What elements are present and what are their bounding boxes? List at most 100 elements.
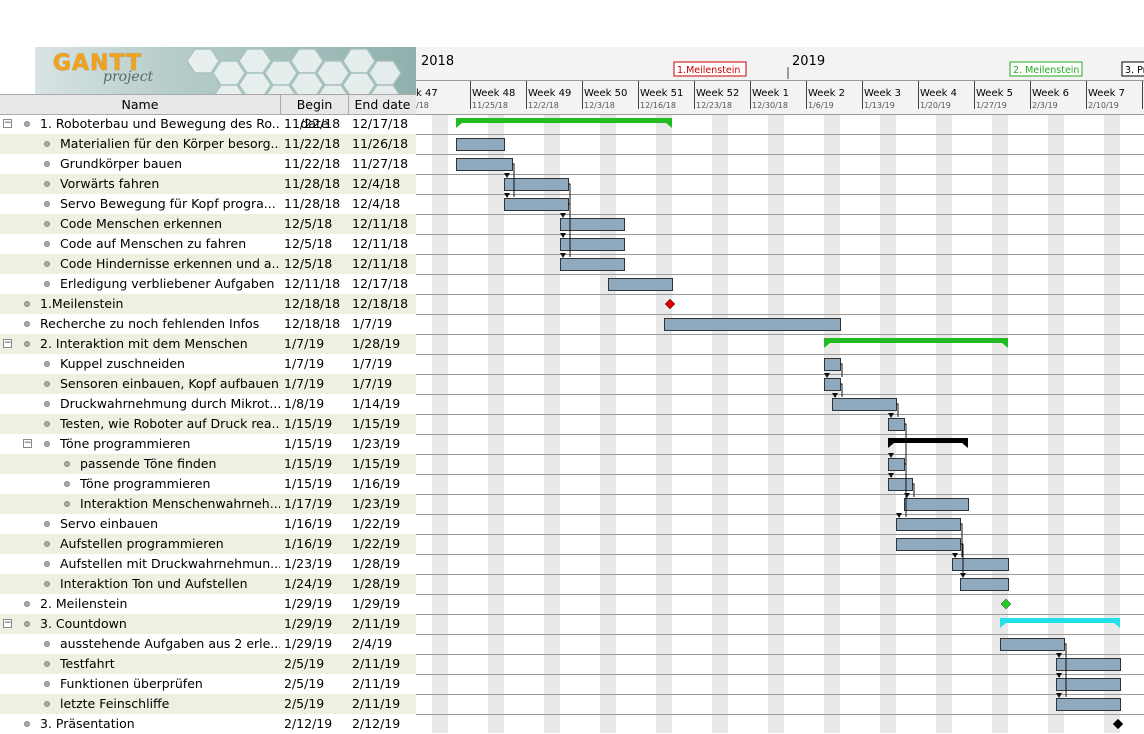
task-name-cell[interactable]: Vorwärts fahren — [0, 174, 280, 194]
task-bar[interactable] — [952, 558, 1009, 571]
task-bar[interactable] — [608, 278, 673, 291]
task-name-cell[interactable]: Materialien für den Körper besorg... — [0, 134, 280, 154]
task-begin-date[interactable]: 1/23/19 — [284, 556, 333, 571]
task-row[interactable]: Code Hindernisse erkennen und a... 12/5/1… — [0, 254, 416, 274]
task-name-cell[interactable]: Aufstellen programmieren — [0, 534, 280, 554]
task-name-cell[interactable]: Aufstellen mit Druckwahrnehmun... — [0, 554, 280, 574]
task-begin-date[interactable]: 1/29/19 — [284, 596, 333, 611]
task-row[interactable]: Servo Bewegung für Kopf progra... 11/28/1… — [0, 194, 416, 214]
task-name-cell[interactable]: Interaktion Menschenwahrneh... — [0, 494, 280, 514]
task-end-date[interactable]: 1/7/19 — [352, 376, 393, 391]
task-row[interactable]: Testfahrt 2/5/19 2/11/19 — [0, 654, 416, 674]
task-name-cell[interactable]: Servo einbauen — [0, 514, 280, 534]
task-end-date[interactable]: 1/14/19 — [352, 396, 401, 411]
task-end-date[interactable]: 1/28/19 — [352, 576, 401, 591]
task-name-cell[interactable]: Töne programmieren — [0, 474, 280, 494]
task-begin-date[interactable]: 1/15/19 — [284, 476, 333, 491]
task-row[interactable]: Aufstellen mit Druckwahrnehmun... 1/23/19… — [0, 554, 416, 574]
task-begin-date[interactable]: 1/29/19 — [284, 636, 333, 651]
task-bar[interactable] — [960, 578, 1009, 591]
task-end-date[interactable]: 12/11/18 — [352, 236, 409, 251]
task-row[interactable]: Funktionen überprüfen 2/5/19 2/11/19 — [0, 674, 416, 694]
task-begin-date[interactable]: 12/11/18 — [284, 276, 341, 291]
column-header-name[interactable]: Name — [0, 95, 281, 114]
task-name-cell[interactable]: Recherche zu noch fehlenden Infos — [0, 314, 280, 334]
task-row[interactable]: Vorwärts fahren 11/28/18 12/4/18 — [0, 174, 416, 194]
task-name-cell[interactable]: Kuppel zuschneiden — [0, 354, 280, 374]
milestone-diamond[interactable] — [1112, 718, 1124, 730]
task-name-cell[interactable]: − Töne programmieren — [0, 434, 280, 454]
task-begin-date[interactable]: 11/28/18 — [284, 176, 341, 191]
task-name-cell[interactable]: letzte Feinschliffe — [0, 694, 280, 714]
task-row[interactable]: − Töne programmieren 1/15/19 1/23/19 — [0, 434, 416, 454]
summary-bar[interactable] — [888, 438, 968, 443]
collapse-toggle-icon[interactable]: − — [23, 438, 32, 448]
task-row[interactable]: − 1. Roboterbau und Bewegung des Ro... 11/… — [0, 114, 416, 134]
task-name-cell[interactable]: Testen, wie Roboter auf Druck rea... — [0, 414, 280, 434]
task-row[interactable]: 3. Präsentation 2/12/19 2/12/19 — [0, 714, 416, 734]
task-begin-date[interactable]: 1/7/19 — [284, 376, 325, 391]
collapse-toggle-icon[interactable]: − — [3, 338, 12, 348]
milestone-flag[interactable]: 3. Präsentati — [1121, 61, 1144, 77]
task-bar[interactable] — [560, 238, 625, 251]
task-begin-date[interactable]: 11/22/18 — [284, 156, 341, 171]
task-name-cell[interactable]: − 1. Roboterbau und Bewegung des Ro... — [0, 114, 280, 134]
task-begin-date[interactable]: 11/22/18 — [284, 116, 341, 131]
task-end-date[interactable]: 2/11/19 — [352, 616, 401, 631]
task-end-date[interactable]: 2/11/19 — [352, 676, 401, 691]
task-bar[interactable] — [896, 538, 961, 551]
task-end-date[interactable]: 1/16/19 — [352, 476, 401, 491]
task-bar[interactable] — [888, 418, 905, 431]
task-row[interactable]: Code Menschen erkennen 12/5/18 12/11/18 — [0, 214, 416, 234]
task-row[interactable]: Interaktion Menschenwahrneh... 1/17/19 1/2… — [0, 494, 416, 514]
task-end-date[interactable]: 12/11/18 — [352, 216, 409, 231]
task-row[interactable]: ausstehende Aufgaben aus 2 erle... 1/29/1… — [0, 634, 416, 654]
task-row[interactable]: 2. Meilenstein 1/29/19 1/29/19 — [0, 594, 416, 614]
task-bar[interactable] — [888, 478, 913, 491]
task-end-date[interactable]: 1/22/19 — [352, 516, 401, 531]
task-begin-date[interactable]: 1/17/19 — [284, 496, 333, 511]
task-end-date[interactable]: 2/12/19 — [352, 716, 401, 731]
gantt-chart-area[interactable]: 2018 2019 k 47/18 Week 48 11/25/18 Week 49 12/… — [416, 47, 1144, 733]
task-row[interactable]: Sensoren einbauen, Kopf aufbauen 1/7/19 1/… — [0, 374, 416, 394]
task-begin-date[interactable]: 2/12/19 — [284, 716, 333, 731]
column-header-begin-date[interactable]: Begin date — [281, 95, 349, 131]
summary-bar[interactable] — [824, 338, 1008, 343]
milestone-flag[interactable]: 1.Meilenstein — [673, 61, 747, 77]
task-begin-date[interactable]: 1/16/19 — [284, 516, 333, 531]
task-end-date[interactable]: 1/29/19 — [352, 596, 401, 611]
task-name-cell[interactable]: Code auf Menschen zu fahren — [0, 234, 280, 254]
task-end-date[interactable]: 1/23/19 — [352, 436, 401, 451]
collapse-toggle-icon[interactable]: − — [3, 118, 12, 128]
task-begin-date[interactable]: 12/5/18 — [284, 256, 333, 271]
milestone-diamond[interactable] — [1000, 598, 1012, 610]
task-bar[interactable] — [456, 138, 505, 151]
collapse-toggle-icon[interactable]: − — [3, 618, 12, 628]
task-name-cell[interactable]: Erledigung verbliebener Aufgaben — [0, 274, 280, 294]
task-name-cell[interactable]: Code Hindernisse erkennen und a... — [0, 254, 280, 274]
task-row[interactable]: Code auf Menschen zu fahren 12/5/18 12/11/… — [0, 234, 416, 254]
milestone-diamond[interactable] — [664, 298, 676, 310]
task-begin-date[interactable]: 2/5/19 — [284, 676, 325, 691]
task-end-date[interactable]: 12/17/18 — [352, 116, 409, 131]
task-end-date[interactable]: 2/11/19 — [352, 656, 401, 671]
task-begin-date[interactable]: 1/15/19 — [284, 436, 333, 451]
task-end-date[interactable]: 12/18/18 — [352, 296, 409, 311]
task-row[interactable]: Erledigung verbliebener Aufgaben 12/11/18… — [0, 274, 416, 294]
task-end-date[interactable]: 11/26/18 — [352, 136, 409, 151]
milestone-flag[interactable]: 2. Meilenstein — [1009, 61, 1083, 77]
task-end-date[interactable]: 12/11/18 — [352, 256, 409, 271]
task-name-cell[interactable]: − 2. Interaktion mit dem Menschen — [0, 334, 280, 354]
task-row[interactable]: Interaktion Ton und Aufstellen 1/24/19 1/2… — [0, 574, 416, 594]
task-end-date[interactable]: 1/15/19 — [352, 416, 401, 431]
task-begin-date[interactable]: 1/7/19 — [284, 356, 325, 371]
task-row[interactable]: Grundkörper bauen 11/22/18 11/27/18 — [0, 154, 416, 174]
task-name-cell[interactable]: Servo Bewegung für Kopf progra... — [0, 194, 280, 214]
task-row[interactable]: Druckwahrnehmung durch Mikrot... 1/8/19 1/… — [0, 394, 416, 414]
task-begin-date[interactable]: 2/5/19 — [284, 656, 325, 671]
task-begin-date[interactable]: 2/5/19 — [284, 696, 325, 711]
task-row[interactable]: letzte Feinschliffe 2/5/19 2/11/19 — [0, 694, 416, 714]
task-bar[interactable] — [896, 518, 961, 531]
task-row[interactable]: Recherche zu noch fehlenden Infos 12/18/1… — [0, 314, 416, 334]
task-row[interactable]: 1.Meilenstein 12/18/18 12/18/18 — [0, 294, 416, 314]
